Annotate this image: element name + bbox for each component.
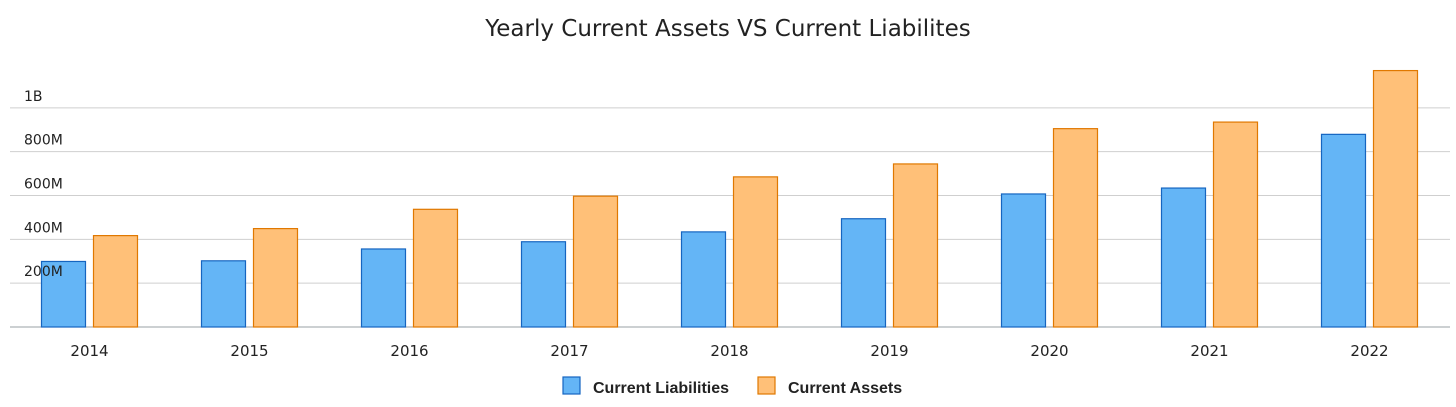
legend: Current Liabilities Current Assets <box>562 376 902 397</box>
x-tick-label: 2017 <box>550 342 588 360</box>
bar-current-liabilities-2017 <box>520 241 567 328</box>
bar-current-assets-2018 <box>732 176 779 328</box>
x-tick-label: 2015 <box>230 342 268 360</box>
bar-current-liabilities-2019 <box>840 218 887 328</box>
bar-current-liabilities-2018 <box>680 231 727 328</box>
bar-current-assets-2022 <box>1372 69 1419 328</box>
bar-current-assets-2015 <box>252 227 299 328</box>
legend-swatch <box>562 376 581 395</box>
x-tick-label: 2021 <box>1190 342 1228 360</box>
y-tick-label: 800M <box>24 133 63 149</box>
bar-current-liabilities-2022 <box>1320 133 1367 328</box>
legend-label: Current Assets <box>788 380 902 397</box>
bar-current-liabilities-2016 <box>360 248 407 328</box>
bar-current-assets-2014 <box>92 235 139 328</box>
bar-current-assets-2019 <box>892 163 939 328</box>
bars <box>40 69 1419 328</box>
y-tick-label: 600M <box>24 177 63 193</box>
x-tick-label: 2019 <box>870 342 908 360</box>
x-tick-labels: 2014 2015 2016 2017 2018 2019 2020 2021 2022 <box>70 342 1388 360</box>
bar-current-assets-2020 <box>1052 128 1099 328</box>
grid-lines <box>10 107 1450 328</box>
x-tick-label: 2014 <box>70 342 108 360</box>
legend-swatch <box>757 376 776 395</box>
bar-current-liabilities-2015 <box>200 260 247 328</box>
x-tick-label: 2022 <box>1350 342 1388 360</box>
x-tick-label: 2016 <box>390 342 428 360</box>
chart-title: Yearly Current Assets VS Current Liabili… <box>484 16 970 42</box>
x-tick-label: 2020 <box>1030 342 1068 360</box>
bar-current-assets-2021 <box>1212 121 1259 328</box>
bar-current-assets-2017 <box>572 195 619 328</box>
y-tick-label: 400M <box>24 220 63 236</box>
y-tick-label: 1B <box>24 89 43 105</box>
x-tick-label: 2018 <box>710 342 748 360</box>
bar-current-liabilities-2021 <box>1160 187 1207 328</box>
y-tick-label: 200M <box>24 264 63 280</box>
bar-current-assets-2016 <box>412 208 459 328</box>
bar-current-liabilities-2014 <box>40 260 87 328</box>
bar-current-liabilities-2020 <box>1000 193 1047 328</box>
legend-label: Current Liabilities <box>593 380 729 397</box>
y-tick-labels: 200M 400M 600M 800M 1B <box>24 89 63 280</box>
